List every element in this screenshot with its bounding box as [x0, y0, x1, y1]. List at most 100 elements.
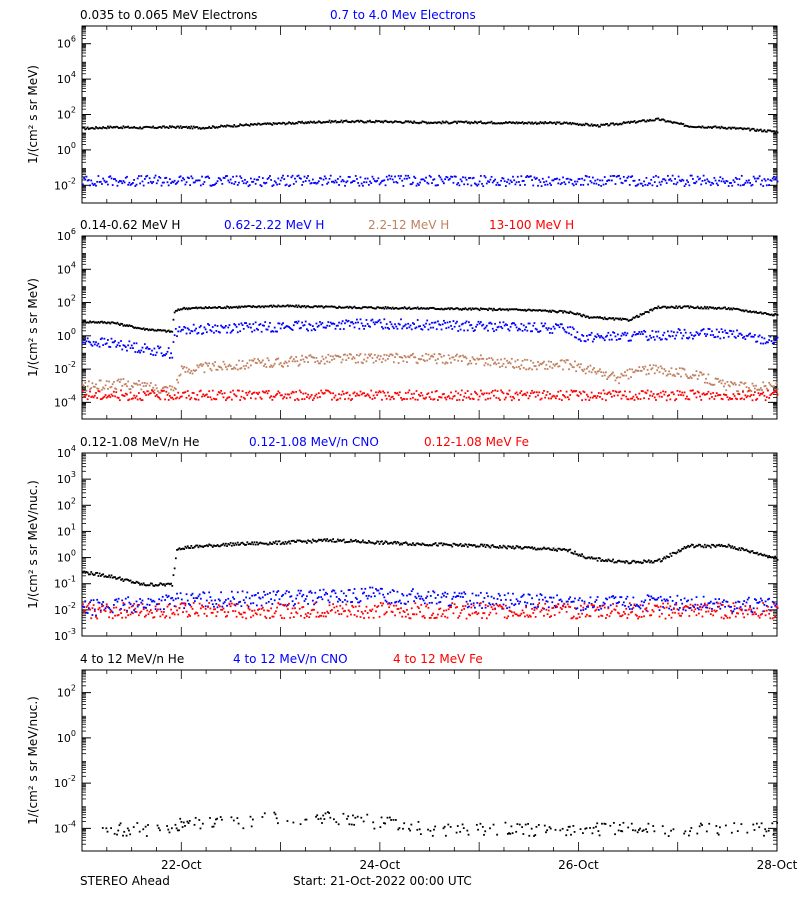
data-point	[661, 306, 663, 309]
data-point	[427, 328, 430, 331]
data-point	[233, 124, 236, 126]
data-point	[731, 545, 734, 548]
data-point	[157, 179, 159, 182]
data-point	[167, 595, 170, 597]
data-point	[234, 542, 237, 545]
data-point	[204, 544, 207, 547]
data-point	[431, 122, 433, 124]
data-point	[213, 605, 215, 608]
data-point	[483, 327, 486, 330]
data-point	[744, 127, 747, 130]
data-point	[202, 307, 205, 310]
data-point	[697, 334, 700, 336]
data-point	[370, 121, 373, 124]
data-point	[524, 328, 526, 331]
data-point	[111, 611, 114, 614]
data-point	[147, 597, 150, 600]
data-point	[360, 182, 363, 185]
data-point	[649, 118, 651, 121]
data-point	[391, 354, 394, 357]
data-point	[210, 599, 213, 602]
data-point	[727, 335, 730, 338]
data-point	[450, 122, 452, 124]
data-point	[665, 307, 668, 310]
data-point	[506, 392, 508, 395]
data-point	[327, 321, 330, 323]
data-point	[481, 182, 483, 185]
data-point	[101, 388, 103, 391]
data-point	[227, 543, 230, 545]
data-point	[597, 370, 600, 373]
data-point	[126, 609, 128, 612]
data-point	[718, 126, 721, 129]
data-point	[551, 332, 554, 334]
data-point	[609, 373, 612, 376]
data-point	[768, 381, 771, 384]
data-point	[294, 321, 296, 324]
data-point	[541, 121, 544, 124]
data-point	[126, 349, 128, 352]
data-point	[248, 542, 251, 545]
data-point	[694, 545, 697, 548]
data-point	[757, 177, 760, 180]
data-point	[621, 182, 624, 185]
data-point	[749, 332, 751, 335]
data-point	[277, 590, 280, 592]
data-point	[493, 122, 495, 124]
data-point	[327, 389, 330, 392]
data-point	[501, 122, 504, 125]
data-point	[142, 184, 145, 187]
data-point	[708, 306, 711, 309]
data-point	[173, 334, 176, 337]
data-point	[233, 544, 236, 547]
data-point	[550, 360, 553, 363]
data-point	[609, 560, 612, 563]
data-point	[172, 126, 175, 128]
data-point	[473, 390, 476, 393]
data-point	[265, 328, 268, 331]
data-point	[366, 306, 369, 309]
data-point	[494, 122, 497, 125]
data-point	[652, 393, 655, 395]
data-point	[104, 575, 107, 578]
data-point	[345, 359, 348, 361]
data-point	[528, 322, 531, 325]
data-point	[518, 546, 520, 549]
data-point	[532, 308, 535, 311]
data-point	[258, 391, 261, 394]
data-point	[535, 548, 538, 551]
data-point	[365, 121, 368, 124]
data-point	[641, 184, 644, 187]
data-point	[732, 126, 735, 129]
data-point	[720, 307, 723, 310]
data-point	[376, 321, 379, 324]
data-point	[664, 305, 667, 308]
data-point	[124, 126, 127, 128]
data-point	[711, 307, 713, 309]
data-point	[624, 331, 626, 334]
data-point	[420, 543, 423, 546]
data-point	[195, 369, 197, 372]
data-point	[582, 390, 585, 393]
data-point	[120, 322, 122, 325]
data-point	[285, 361, 288, 364]
data-point	[750, 128, 753, 131]
data-point	[410, 183, 413, 186]
data-point	[686, 337, 688, 339]
data-point	[718, 179, 721, 182]
data-point	[682, 179, 685, 182]
data-point	[745, 179, 748, 182]
data-point	[529, 392, 532, 395]
data-point	[172, 389, 175, 392]
data-point	[103, 321, 106, 323]
data-point	[148, 604, 151, 606]
data-point	[180, 547, 183, 550]
data-point	[132, 126, 134, 129]
data-point	[269, 541, 271, 544]
data-point	[171, 356, 174, 359]
data-point	[464, 543, 467, 546]
data-point	[168, 583, 171, 586]
data-point	[767, 341, 769, 344]
data-point	[83, 320, 85, 322]
data-point	[183, 607, 186, 610]
